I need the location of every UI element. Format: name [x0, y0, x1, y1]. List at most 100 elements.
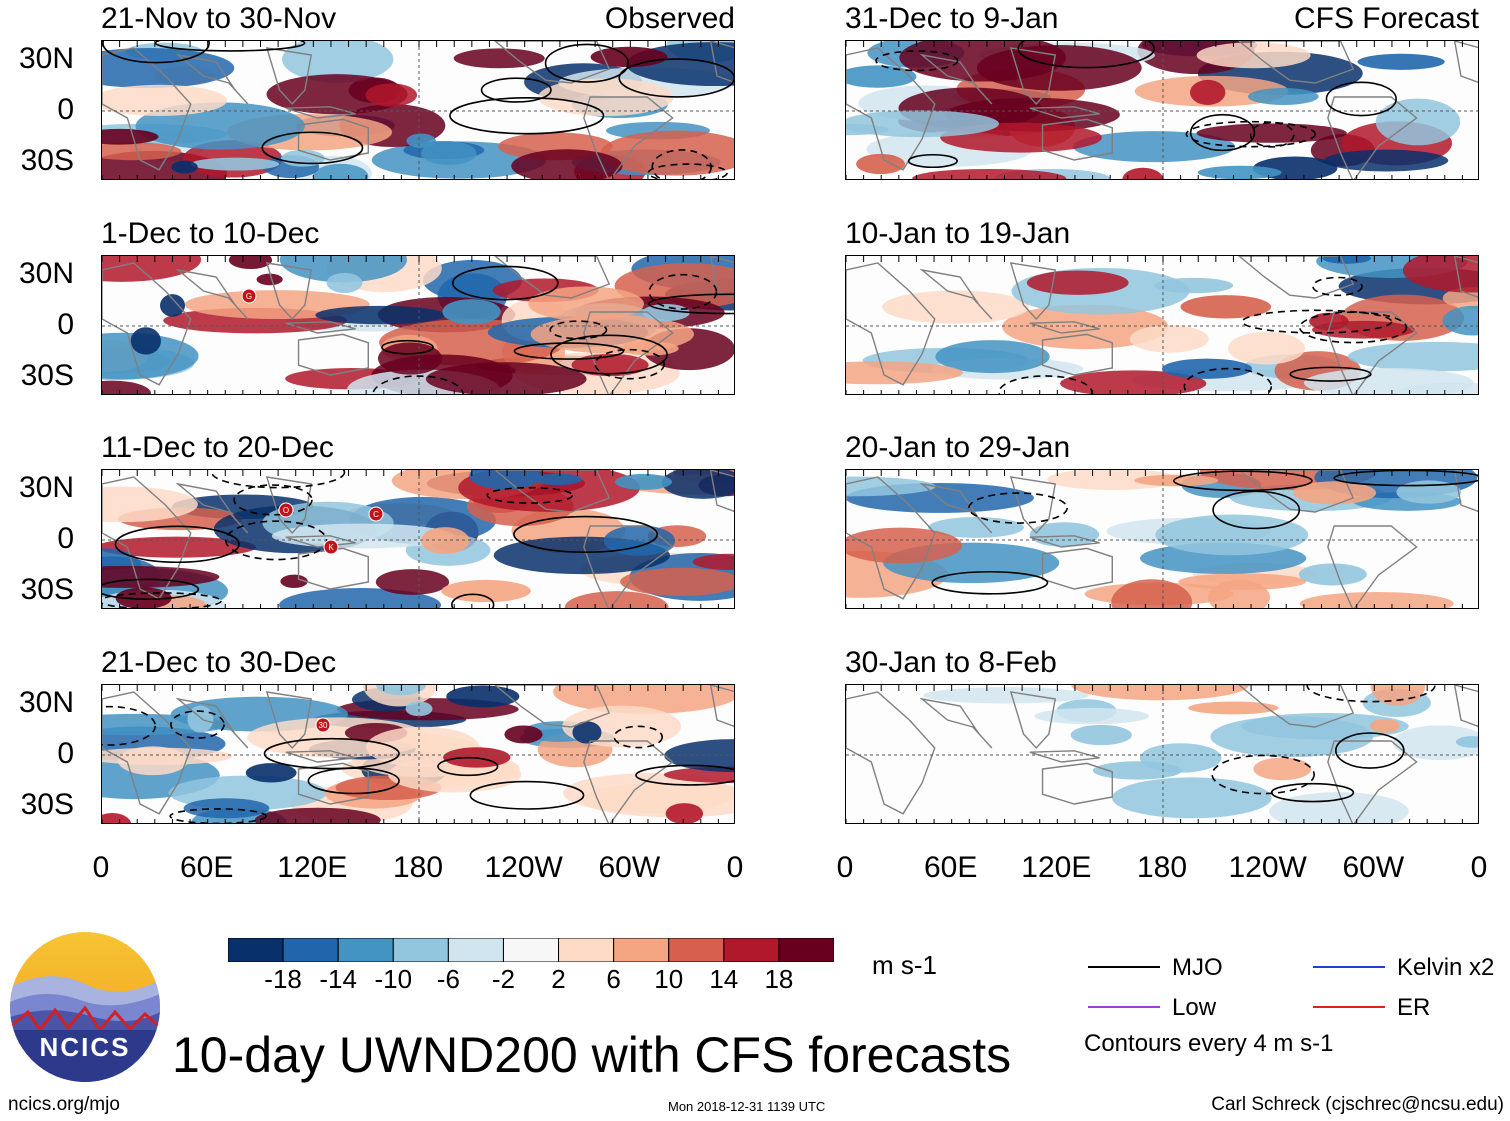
mjo-contour-positive	[647, 293, 734, 315]
coastline	[1009, 691, 1057, 750]
lat-tick-label: 30N	[18, 685, 74, 719]
anomaly-blob	[190, 157, 280, 171]
anomaly-blob	[1188, 701, 1279, 715]
anomaly-blob	[254, 807, 381, 823]
coastline	[1237, 685, 1355, 728]
colorbar	[227, 937, 835, 963]
anomaly-blob	[846, 361, 963, 385]
mjo-contour-negative	[1298, 311, 1408, 344]
coastline	[1009, 262, 1057, 321]
colorbar-swatch	[282, 937, 339, 963]
mjo-contour-positive	[1325, 81, 1397, 117]
anomaly-blob	[1323, 149, 1449, 172]
anomaly-blob	[1196, 42, 1311, 69]
mjo-contour-negative	[998, 375, 1093, 394]
anomaly-blob	[661, 470, 734, 499]
lat-tick-label: 30N	[18, 470, 74, 504]
anomaly-blob	[1197, 165, 1282, 179]
anomaly-blob	[621, 341, 679, 356]
anomaly-blob	[375, 569, 450, 595]
lon-tick-label: 0	[836, 851, 854, 884]
coastline	[285, 106, 356, 119]
ncics-logo: NCICS	[10, 932, 160, 1082]
lat-tick-label: 30S	[20, 144, 74, 178]
anomaly-blob	[312, 163, 369, 179]
mjo-contour-negative	[1249, 121, 1295, 148]
anomaly-blob	[553, 685, 734, 714]
uwnd-field: O K C	[102, 470, 734, 608]
coastline	[1009, 47, 1057, 106]
coastline	[919, 268, 993, 320]
coastline	[1029, 535, 1100, 548]
anomaly-blob	[1442, 305, 1478, 336]
colorbar-label: 14	[709, 964, 739, 994]
storm-label: O	[283, 506, 289, 515]
anomaly-blob	[453, 48, 545, 69]
mjo-contour-positive	[1017, 41, 1155, 69]
anomaly-blob	[1134, 474, 1219, 487]
storm-label: 30	[319, 721, 328, 730]
anomaly-blob	[1092, 761, 1182, 780]
mjo-contour-positive	[931, 570, 1049, 595]
lat-tick-label: 30N	[18, 256, 74, 290]
anomaly-blob	[1253, 757, 1312, 781]
panel-title: 21-Dec to 30-Dec	[101, 646, 337, 679]
anomaly-blob	[441, 579, 531, 603]
coastline	[583, 96, 674, 179]
anomaly-blob	[1111, 579, 1193, 608]
mjo-contour-negative	[233, 484, 313, 516]
coastline	[265, 476, 313, 535]
contour-note: Contours every 4 m s-1	[1084, 1030, 1334, 1057]
lat-tick-label: 0	[57, 522, 74, 555]
coastline	[1453, 685, 1478, 728]
mjo-contour-positive	[437, 756, 499, 777]
anomaly-blob	[1269, 792, 1409, 823]
lat-tick-label: 30S	[20, 359, 74, 393]
mjo-contour-positive	[102, 41, 210, 64]
anomaly-blob	[1026, 270, 1129, 295]
legend-line-kelvin-x2	[1313, 966, 1385, 968]
colorbar-swatch	[447, 937, 504, 963]
anomaly-blob	[1299, 591, 1454, 608]
logo-text: NCICS	[39, 1032, 131, 1062]
anomaly-blob	[377, 342, 443, 375]
anomaly-blob	[511, 149, 623, 179]
colorbar-label: -14	[319, 964, 357, 994]
anomaly-blob	[620, 567, 734, 596]
mjo-contour-positive	[550, 334, 668, 375]
anomaly-blob	[1455, 736, 1478, 748]
coastline	[493, 41, 611, 84]
lon-tick-label: 60E	[923, 851, 978, 884]
mjo-contour-positive	[451, 593, 495, 608]
lon-tick-label: 0	[726, 851, 744, 884]
mjo-contour-positive	[1189, 113, 1256, 152]
anomaly-blob	[1369, 718, 1400, 733]
lon-tick-label: 120W	[484, 851, 563, 884]
coastline	[1237, 41, 1355, 84]
anomaly-blob	[256, 273, 283, 286]
map-panel: O K C	[101, 469, 735, 609]
mjo-contour-negative	[1241, 309, 1393, 334]
anomaly-blob	[365, 83, 418, 107]
coastline	[1327, 740, 1418, 823]
colorbar-swatch	[337, 937, 394, 963]
anomaly-blob	[405, 701, 433, 717]
anomaly-blob	[1207, 579, 1270, 608]
lat-tick-label: 0	[57, 93, 74, 126]
mjo-contour-negative	[225, 520, 328, 561]
mjo-contour-positive	[263, 737, 400, 770]
mjo-contour-negative	[647, 163, 728, 179]
coastline	[265, 47, 313, 106]
anomaly-blob	[102, 332, 199, 380]
anomaly-blob	[1029, 522, 1100, 547]
anomaly-blob	[159, 294, 186, 317]
mjo-contour-positive	[544, 43, 630, 83]
anomaly-blob	[271, 523, 454, 549]
coastline	[1327, 525, 1418, 608]
anomaly-blob	[1070, 724, 1132, 746]
mjo-contour-negative	[1211, 754, 1315, 795]
anomaly-blob	[923, 687, 1089, 704]
mjo-contour-negative	[1185, 120, 1317, 148]
anomaly-blob	[446, 685, 520, 708]
anomaly-blob	[117, 746, 188, 776]
